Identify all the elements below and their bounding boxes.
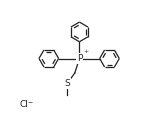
Text: +: +	[84, 49, 89, 54]
Text: Cl: Cl	[19, 100, 28, 109]
Text: P: P	[77, 54, 82, 63]
Text: −: −	[28, 100, 33, 105]
Text: S: S	[64, 79, 70, 88]
